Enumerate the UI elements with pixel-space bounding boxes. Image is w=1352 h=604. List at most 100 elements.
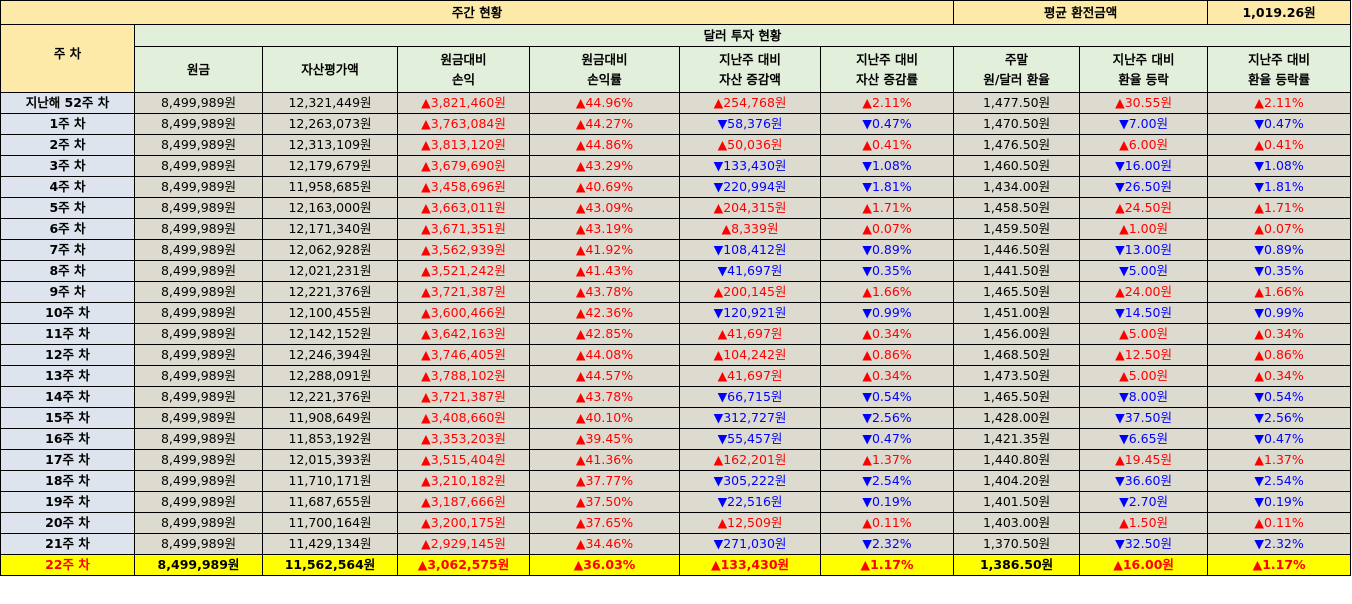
cell-rchgr: ▲0.41% — [1207, 134, 1352, 156]
cell-chg: ▼312,727원 — [679, 407, 821, 429]
cell-rate: 1,451.00원 — [953, 302, 1081, 324]
cell-asset: 11,687,655원 — [262, 491, 398, 513]
cell-pl: ▲3,763,084원 — [397, 113, 530, 135]
cell-rate: 1,473.50원 — [953, 365, 1081, 387]
cell-rchg: ▼13.00원 — [1079, 239, 1209, 261]
cell-chgr: ▼2.56% — [819, 407, 955, 429]
cell-pl: ▲3,458,696원 — [397, 176, 530, 198]
week-label: 3주 차 — [0, 155, 135, 177]
cell-chgr: ▲1.37% — [819, 449, 955, 471]
cell-chg: ▲162,201원 — [679, 449, 821, 471]
cell-rate: 1,440.80원 — [953, 449, 1081, 471]
cell-asset: 12,221,376원 — [262, 281, 398, 303]
table-row: 19주 차 8,499,989원 11,687,655원 ▲3,187,666원 ▲37… — [0, 491, 1352, 513]
cell-rchgr: ▼1.81% — [1207, 176, 1352, 198]
cell-rate: 1,421.35원 — [953, 428, 1081, 450]
cell-pl: ▲3,210,182원 — [397, 470, 530, 492]
column-header-line: 환율 등락 — [1118, 71, 1169, 87]
cell-rchgr: ▼0.47% — [1207, 113, 1352, 135]
cell-rate: 1,470.50원 — [953, 113, 1081, 135]
cell-rate: 1,401.50원 — [953, 491, 1081, 513]
column-header-line: 원금대비 — [440, 51, 487, 67]
cell-asset: 11,562,564원 — [262, 554, 398, 576]
cell-rate: 1,403.00원 — [953, 512, 1081, 534]
cell-asset: 11,958,685원 — [262, 176, 398, 198]
cell-chg: ▲133,430원 — [679, 554, 821, 576]
column-header-line: 자산 증감률 — [856, 71, 918, 87]
cell-chgr: ▼0.89% — [819, 239, 955, 261]
column-header-plr: 원금대비 손익률 — [529, 46, 680, 93]
cell-rchgr: ▼0.19% — [1207, 491, 1352, 513]
column-header-rchgr: 지난주 대비 환율 등락률 — [1207, 46, 1352, 93]
cell-plr: ▲39.45% — [529, 428, 680, 450]
cell-chgr: ▲0.11% — [819, 512, 955, 534]
cell-plr: ▲42.85% — [529, 323, 680, 345]
cell-chgr: ▲1.66% — [819, 281, 955, 303]
column-header-line: 자산평가액 — [301, 61, 359, 77]
week-label: 8주 차 — [0, 260, 135, 282]
column-header-principal: 원금 — [134, 46, 263, 93]
week-column-header: 주 차 — [0, 24, 135, 93]
cell-asset: 12,179,679원 — [262, 155, 398, 177]
cell-principal: 8,499,989원 — [134, 449, 263, 471]
table-row: 1주 차 8,499,989원 12,263,073원 ▲3,763,084원 ▲44.… — [0, 113, 1352, 135]
weekly-status-title: 주간 현황 — [0, 0, 955, 25]
cell-pl: ▲3,813,120원 — [397, 134, 530, 156]
table-row: 5주 차 8,499,989원 12,163,000원 ▲3,663,011원 ▲43.… — [0, 197, 1352, 219]
table-row: 10주 차 8,499,989원 12,100,455원 ▲3,600,466원 ▲42… — [0, 302, 1352, 324]
cell-rchg: ▲24.50원 — [1079, 197, 1209, 219]
cell-chg: ▼120,921원 — [679, 302, 821, 324]
cell-asset: 11,700,164원 — [262, 512, 398, 534]
cell-plr: ▲37.65% — [529, 512, 680, 534]
cell-pl: ▲3,679,690원 — [397, 155, 530, 177]
cell-chg: ▼22,516원 — [679, 491, 821, 513]
cell-pl: ▲3,187,666원 — [397, 491, 530, 513]
cell-rchg: ▲16.00원 — [1079, 554, 1209, 576]
cell-principal: 8,499,989원 — [134, 92, 263, 114]
cell-rchg: ▼6.65원 — [1079, 428, 1209, 450]
cell-principal: 8,499,989원 — [134, 470, 263, 492]
column-header-line: 원금 — [186, 61, 210, 77]
cell-rchgr: ▲0.11% — [1207, 512, 1352, 534]
column-header-line: 손익 — [451, 71, 475, 87]
cell-asset: 12,313,109원 — [262, 134, 398, 156]
cell-pl: ▲3,663,011원 — [397, 197, 530, 219]
cell-rchg: ▼5.00원 — [1079, 260, 1209, 282]
cell-asset: 11,908,649원 — [262, 407, 398, 429]
column-header-line: 원/달러 환율 — [983, 71, 1050, 87]
column-header-line: 환율 등락률 — [1248, 71, 1310, 87]
cell-chgr: ▲0.34% — [819, 323, 955, 345]
cell-rchg: ▲30.55원 — [1079, 92, 1209, 114]
cell-principal: 8,499,989원 — [134, 176, 263, 198]
table-row: 4주 차 8,499,989원 11,958,685원 ▲3,458,696원 ▲40.… — [0, 176, 1352, 198]
cell-plr: ▲44.96% — [529, 92, 680, 114]
cell-principal: 8,499,989원 — [134, 428, 263, 450]
cell-rchg: ▲5.00원 — [1079, 365, 1209, 387]
cell-chg: ▲12,509원 — [679, 512, 821, 534]
cell-asset: 12,263,073원 — [262, 113, 398, 135]
cell-asset: 11,429,134원 — [262, 533, 398, 555]
cell-asset: 12,171,340원 — [262, 218, 398, 240]
cell-pl: ▲3,062,575원 — [397, 554, 530, 576]
cell-principal: 8,499,989원 — [134, 491, 263, 513]
cell-principal: 8,499,989원 — [134, 365, 263, 387]
cell-chgr: ▼0.35% — [819, 260, 955, 282]
cell-rchgr: ▼0.54% — [1207, 386, 1352, 408]
week-label: 15주 차 — [0, 407, 135, 429]
cell-asset: 12,246,394원 — [262, 344, 398, 366]
column-header-chgr: 지난주 대비 자산 증감률 — [819, 46, 955, 93]
cell-rchgr: ▲2.11% — [1207, 92, 1352, 114]
cell-chgr: ▼0.47% — [819, 113, 955, 135]
cell-principal: 8,499,989원 — [134, 554, 263, 576]
cell-plr: ▲44.86% — [529, 134, 680, 156]
cell-pl: ▲3,600,466원 — [397, 302, 530, 324]
cell-asset: 12,221,376원 — [262, 386, 398, 408]
cell-chg: ▲204,315원 — [679, 197, 821, 219]
dollar-status-title: 달러 투자 현황 — [133, 24, 1352, 47]
cell-rate: 1,476.50원 — [953, 134, 1081, 156]
cell-chg: ▼55,457원 — [679, 428, 821, 450]
week-label: 2주 차 — [0, 134, 135, 156]
cell-rchg: ▼32.50원 — [1079, 533, 1209, 555]
cell-asset: 12,142,152원 — [262, 323, 398, 345]
cell-chg: ▼220,994원 — [679, 176, 821, 198]
